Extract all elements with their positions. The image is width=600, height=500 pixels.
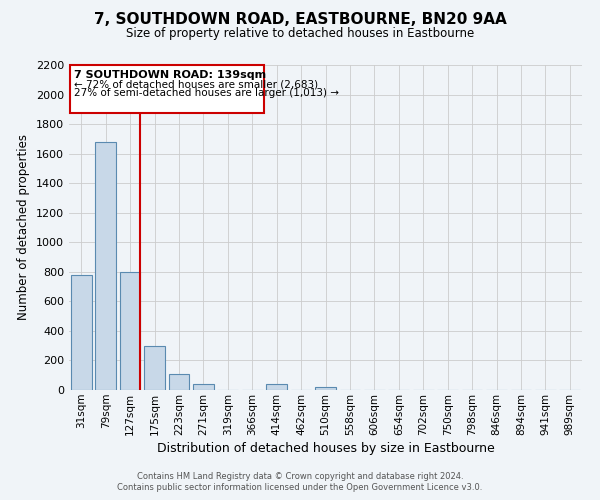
Text: 7 SOUTHDOWN ROAD: 139sqm: 7 SOUTHDOWN ROAD: 139sqm [74,70,266,80]
Bar [193,384,214,390]
Y-axis label: Number of detached properties: Number of detached properties [17,134,31,320]
Text: ← 72% of detached houses are smaller (2,683): ← 72% of detached houses are smaller (2,… [74,79,318,89]
Bar [95,142,116,390]
Text: 7, SOUTHDOWN ROAD, EASTBOURNE, BN20 9AA: 7, SOUTHDOWN ROAD, EASTBOURNE, BN20 9AA [94,12,506,28]
Bar [266,384,287,390]
Bar [169,374,190,390]
Bar [119,272,140,390]
X-axis label: Distribution of detached houses by size in Eastbourne: Distribution of detached houses by size … [157,442,494,455]
Bar [144,346,165,390]
Bar [315,387,336,390]
Text: 27% of semi-detached houses are larger (1,013) →: 27% of semi-detached houses are larger (… [74,88,339,98]
Bar [71,275,92,390]
FancyBboxPatch shape [70,65,265,113]
Text: Contains public sector information licensed under the Open Government Licence v3: Contains public sector information licen… [118,484,482,492]
Text: Contains HM Land Registry data © Crown copyright and database right 2024.: Contains HM Land Registry data © Crown c… [137,472,463,481]
Text: Size of property relative to detached houses in Eastbourne: Size of property relative to detached ho… [126,28,474,40]
